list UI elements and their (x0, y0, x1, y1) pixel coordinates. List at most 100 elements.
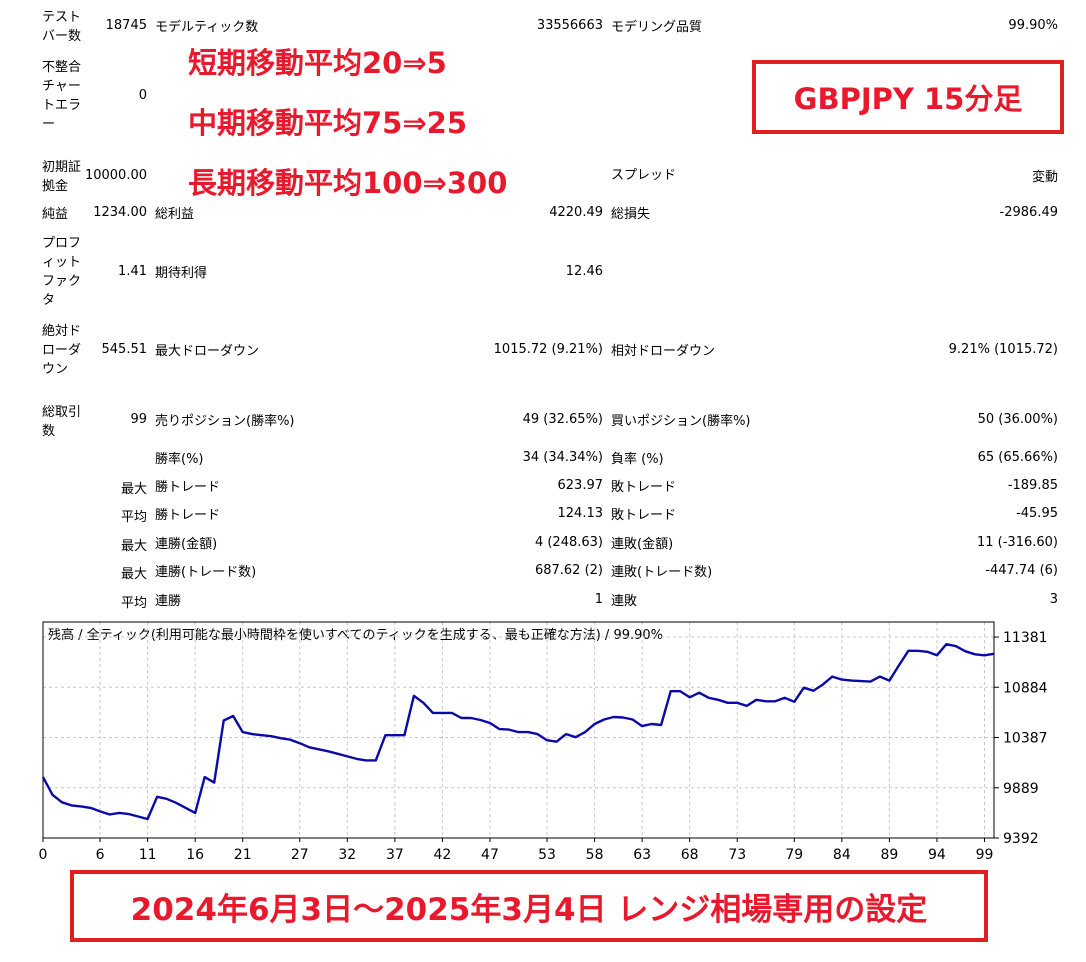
stat-loss-rate-value: 65 (65.66%) (977, 450, 1058, 465)
stat-cons-win-money-label: 連勝(金額) (155, 537, 218, 552)
stat-abs-dd-value: 545.51 (101, 342, 148, 357)
x-tick-label: 84 (833, 847, 851, 863)
x-tick-label: 58 (586, 847, 604, 863)
y-axis: 9392 9889 10387 10884 11381 (994, 630, 1048, 847)
x-tick-label: 6 (96, 847, 105, 863)
stat-gross-loss-label: 総損失 (611, 207, 651, 222)
stat-win-rate-value: 34 (34.34%) (522, 450, 603, 465)
x-tick-label: 11 (139, 847, 157, 863)
stat-max-loss-value: -189.85 (1007, 478, 1058, 493)
stat-long-label: 買いポジション(勝率%) (611, 414, 751, 429)
stat-gross-loss-value: -2986.49 (999, 205, 1058, 220)
x-tick-label: 37 (386, 847, 404, 863)
stat-avg-cons-loss-label: 連敗 (611, 594, 638, 609)
stat-mismatch-value: 0 (138, 88, 147, 103)
stat-max-dd-label: 最大ドローダウン (155, 344, 260, 359)
balance-chart: 残高 / 全ティック(利用可能な最小時間枠を使いすべてのティックを生成する、最も… (39, 621, 1048, 863)
stat-short-label: 売りポジション(勝率%) (155, 414, 295, 429)
stat-max-dd-value: 1015.72 (9.21%) (493, 342, 603, 357)
x-axis: 0 6 11 16 21 27 32 37 42 47 53 58 63 68 73 79 84 89 94 99 (39, 838, 994, 863)
stat-avg-win-label: 勝トレード (155, 508, 221, 523)
x-tick-label: 47 (481, 847, 499, 863)
stat-cons-loss-money-label: 連敗(金額) (611, 537, 674, 552)
stat-cons-loss-count-label: 連敗(トレード数) (611, 565, 713, 580)
stat-avg-cons-loss-value: 3 (1049, 592, 1058, 607)
stat-max2-label: 最大 (120, 539, 147, 554)
stat-avg-win-value: 124.13 (557, 506, 604, 521)
x-tick-label: 79 (785, 847, 803, 863)
x-tick-label: 73 (728, 847, 746, 863)
annotation-mid-ma: 中期移動平均75⇒25 (188, 106, 468, 140)
x-tick-label: 32 (338, 847, 356, 863)
stat-cons-loss-money-value: 11 (-316.60) (977, 535, 1058, 550)
stat-rel-dd-value: 9.21% (1015.72) (948, 342, 1058, 357)
x-tick-label: 99 (976, 847, 994, 863)
y-tick-label: 9889 (1003, 781, 1039, 797)
stat-spread-value: 変動 (1031, 170, 1058, 185)
y-tick-label: 11381 (1003, 630, 1048, 646)
stat-avg-cons-win-label: 連勝 (155, 594, 182, 609)
chart-grid (42, 622, 994, 839)
stat-avg-loss-value: -45.95 (1016, 506, 1058, 521)
stat-win-rate-label: 勝率(%) (155, 452, 204, 467)
stat-total-trades-label: 総取引数 (42, 405, 82, 439)
annotation-period-box: 2024年6月3日～2025年3月4日 レンジ相場専用の設定 (70, 870, 988, 942)
stat-pf-value: 1.41 (118, 264, 147, 279)
stat-net-label: 純益 (42, 207, 69, 222)
chart-frame (42, 621, 995, 839)
stat-deposit-label: 初期証 拠金 (42, 160, 82, 194)
y-tick-label: 10387 (1003, 730, 1048, 746)
balance-series-line (41, 643, 995, 821)
stat-long-value: 50 (36.00%) (977, 412, 1058, 427)
x-tick-label: 89 (880, 847, 898, 863)
annotation-pair: GBPJPY 15分足 (793, 82, 1023, 116)
stat-bars-label: テスト バー数 (42, 10, 82, 44)
stat-avg-cons-win-value: 1 (594, 592, 603, 607)
stat-ticks-value: 33556663 (536, 18, 603, 33)
stat-quality-value: 99.90% (1008, 18, 1058, 33)
stat-pf-label: プロフ ィット ファクタ (42, 236, 82, 308)
annotation-period: 2024年6月3日～2025年3月4日 レンジ相場専用の設定 (130, 891, 928, 928)
x-tick-label: 27 (291, 847, 309, 863)
x-tick-label: 16 (186, 847, 204, 863)
stat-deposit-value: 10000.00 (84, 168, 147, 183)
annotation-long-ma: 長期移動平均100⇒300 (188, 166, 508, 200)
stat-abs-dd-label: 絶対ド ローダ ウン (42, 324, 82, 377)
stat-cons-win-count-value: 687.62 (2) (534, 563, 603, 578)
stat-bars-value: 18745 (105, 18, 147, 33)
stat-short-value: 49 (32.65%) (522, 412, 603, 427)
stat-max-win-value: 623.97 (557, 478, 604, 493)
stat-total-trades-value: 99 (130, 412, 147, 427)
x-tick-label: 63 (633, 847, 651, 863)
stat-loss-rate-label: 負率 (%) (611, 452, 664, 467)
stat-max-loss-label: 敗トレード (611, 480, 677, 495)
stat-expected-label: 期待利得 (155, 266, 208, 281)
stat-avg-loss-label: 敗トレード (611, 508, 677, 523)
stat-expected-value: 12.46 (565, 264, 603, 279)
stat-net-value: 1234.00 (93, 205, 147, 220)
y-tick-label: 10884 (1003, 680, 1048, 696)
stat-avg1-label: 平均 (120, 510, 147, 525)
stat-max3-label: 最大 (120, 567, 147, 582)
stat-cons-win-count-label: 連勝(トレード数) (155, 565, 257, 580)
stat-max1-label: 最大 (120, 482, 147, 497)
stat-cons-win-money-value: 4 (248.63) (534, 535, 603, 550)
stat-cons-loss-count-value: -447.74 (6) (985, 563, 1058, 578)
stat-rel-dd-label: 相対ドローダウン (611, 344, 716, 359)
x-tick-label: 42 (434, 847, 452, 863)
stat-gross-profit-label: 総利益 (155, 207, 195, 222)
stat-quality-label: モデリング品質 (611, 20, 703, 35)
x-tick-label: 21 (234, 847, 252, 863)
stat-ticks-label: モデルティック数 (155, 20, 259, 35)
annotation-short-ma: 短期移動平均20⇒5 (188, 46, 447, 80)
x-tick-label: 94 (928, 847, 946, 863)
chart-title: 残高 / 全ティック(利用可能な最小時間枠を使いすべてのティックを生成する、最も… (48, 627, 663, 643)
stat-spread-label: スプレッド (611, 168, 677, 183)
x-tick-label: 53 (538, 847, 556, 863)
x-tick-label: 68 (681, 847, 699, 863)
stat-avg2-label: 平均 (120, 596, 147, 611)
stat-mismatch-label: 不整合 チャー トエラー (42, 60, 82, 132)
x-tick-label: 0 (39, 847, 48, 863)
stat-max-win-label: 勝トレード (155, 480, 221, 495)
stat-gross-profit-value: 4220.49 (549, 205, 603, 220)
